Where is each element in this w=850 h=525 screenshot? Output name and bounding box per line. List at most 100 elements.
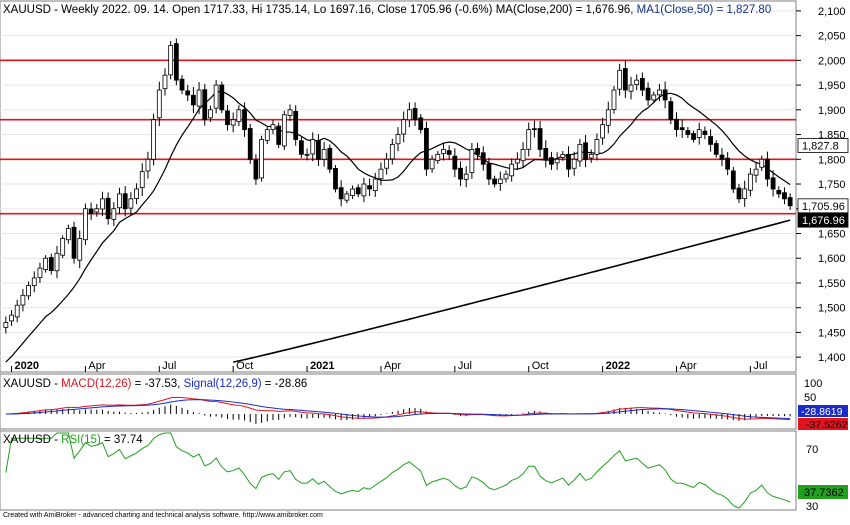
candle-body bbox=[674, 118, 679, 131]
rsi-value-tag bbox=[798, 485, 848, 499]
candle-body bbox=[520, 148, 526, 162]
candle-body bbox=[424, 127, 429, 170]
candle-body bbox=[776, 189, 782, 195]
candle-body bbox=[679, 127, 685, 131]
macd-pane[interactable] bbox=[0, 373, 797, 430]
candle-body bbox=[611, 89, 617, 110]
candle-body bbox=[185, 90, 191, 96]
candle-body bbox=[77, 238, 83, 261]
candle-body bbox=[310, 139, 316, 155]
y-tick-label: 1,550 bbox=[818, 278, 846, 290]
candle-body bbox=[48, 257, 54, 271]
candle-body bbox=[588, 153, 594, 159]
candle-body bbox=[458, 167, 463, 180]
ma50-tag-text: 1,827.8 bbox=[802, 141, 839, 153]
rsi-value-tag-text: 37.7362 bbox=[804, 487, 844, 499]
candle-body bbox=[20, 294, 26, 306]
candle-body bbox=[298, 140, 304, 155]
candle-body bbox=[293, 110, 299, 140]
candle-body bbox=[139, 171, 145, 188]
candle-body bbox=[651, 94, 657, 101]
candle-body bbox=[350, 188, 355, 196]
candle-body bbox=[736, 187, 742, 200]
ma200-tag-text: 1,676.96 bbox=[802, 215, 845, 227]
candle-body bbox=[242, 109, 247, 131]
candle-body bbox=[213, 84, 219, 109]
x-tick-label: Jul bbox=[753, 360, 767, 372]
candle-body bbox=[713, 143, 719, 155]
price-tags: 1,827.8 1,705.96 1,676.96 bbox=[797, 138, 849, 228]
candle-body bbox=[105, 197, 111, 220]
candle-body bbox=[406, 109, 412, 121]
candle-body bbox=[639, 77, 645, 91]
candle-body bbox=[742, 188, 748, 200]
x-tick-label: 2021 bbox=[310, 360, 334, 372]
candle-body bbox=[429, 158, 435, 170]
x-tick-label: Apr bbox=[88, 360, 105, 372]
x-tick-label: Oct bbox=[236, 360, 253, 372]
candle-body bbox=[26, 285, 31, 297]
signal-value-tag-text: -37.5262 bbox=[806, 419, 848, 431]
candle-body bbox=[247, 128, 253, 160]
candle-body bbox=[264, 129, 270, 141]
candle-body bbox=[782, 192, 787, 200]
candle-body bbox=[281, 114, 287, 147]
last-price-tag-text: 1,705.96 bbox=[802, 201, 845, 213]
candle-body bbox=[43, 257, 49, 270]
candle-body bbox=[3, 322, 9, 328]
candle-body bbox=[338, 187, 344, 200]
candle-body bbox=[770, 177, 776, 190]
candle-body bbox=[668, 101, 674, 121]
macd-lines bbox=[5, 396, 791, 424]
candle-body bbox=[327, 147, 333, 170]
rsi-line bbox=[5, 432, 791, 509]
candle-body bbox=[100, 198, 105, 210]
y-tick-label: 1,450 bbox=[818, 327, 846, 339]
price-pane-title: XAUUSD - Weekly 2022. 09. 14. Open 1717.… bbox=[3, 4, 771, 16]
candle-body bbox=[566, 153, 571, 170]
candle-body bbox=[378, 168, 384, 180]
candle-body bbox=[230, 119, 236, 126]
candle-body bbox=[372, 178, 378, 192]
candle-body bbox=[134, 188, 139, 199]
candle-body bbox=[594, 139, 600, 155]
candle-body bbox=[719, 154, 725, 160]
candle-body bbox=[361, 183, 367, 197]
x-tick-label: Oct bbox=[532, 360, 549, 372]
candle-body bbox=[583, 142, 588, 160]
candle-body bbox=[71, 226, 77, 259]
x-tick-label: 2020 bbox=[15, 360, 39, 372]
y-tick-label: 2,000 bbox=[818, 55, 846, 67]
rsi-tick-70: 70 bbox=[806, 444, 818, 456]
ma200-tag bbox=[797, 212, 849, 228]
rsi-pane[interactable] bbox=[0, 430, 797, 511]
candle-body bbox=[696, 129, 702, 139]
price-pane[interactable] bbox=[0, 0, 797, 373]
candle-body bbox=[355, 187, 361, 195]
candle-body bbox=[9, 314, 14, 322]
candle-body bbox=[344, 193, 350, 201]
y-tick-label: 2,100 bbox=[818, 6, 846, 18]
candle-body bbox=[418, 117, 424, 131]
candle-body bbox=[526, 129, 532, 150]
candle-body bbox=[156, 89, 162, 119]
y-tick-label: 2,050 bbox=[818, 31, 846, 43]
candle-body bbox=[145, 158, 151, 172]
candle-body bbox=[537, 128, 543, 150]
candle-body bbox=[14, 304, 20, 318]
footer-credit: Created with AmiBroker - advanced charti… bbox=[3, 512, 323, 519]
candle-body bbox=[117, 193, 122, 209]
candle-body bbox=[287, 109, 293, 116]
x-tick-label: Jul bbox=[162, 360, 176, 372]
candle-body bbox=[605, 109, 611, 126]
price-axis: 1,4001,4501,5001,5501,6001,6501,7001,750… bbox=[796, 6, 846, 364]
candle-body bbox=[83, 208, 88, 241]
candle-body bbox=[452, 155, 458, 170]
candle-body bbox=[384, 158, 390, 169]
candle-body bbox=[730, 170, 736, 190]
candle-body bbox=[219, 84, 225, 111]
candle-body bbox=[111, 208, 117, 220]
candle-body bbox=[202, 89, 208, 121]
candle-body bbox=[503, 173, 509, 180]
